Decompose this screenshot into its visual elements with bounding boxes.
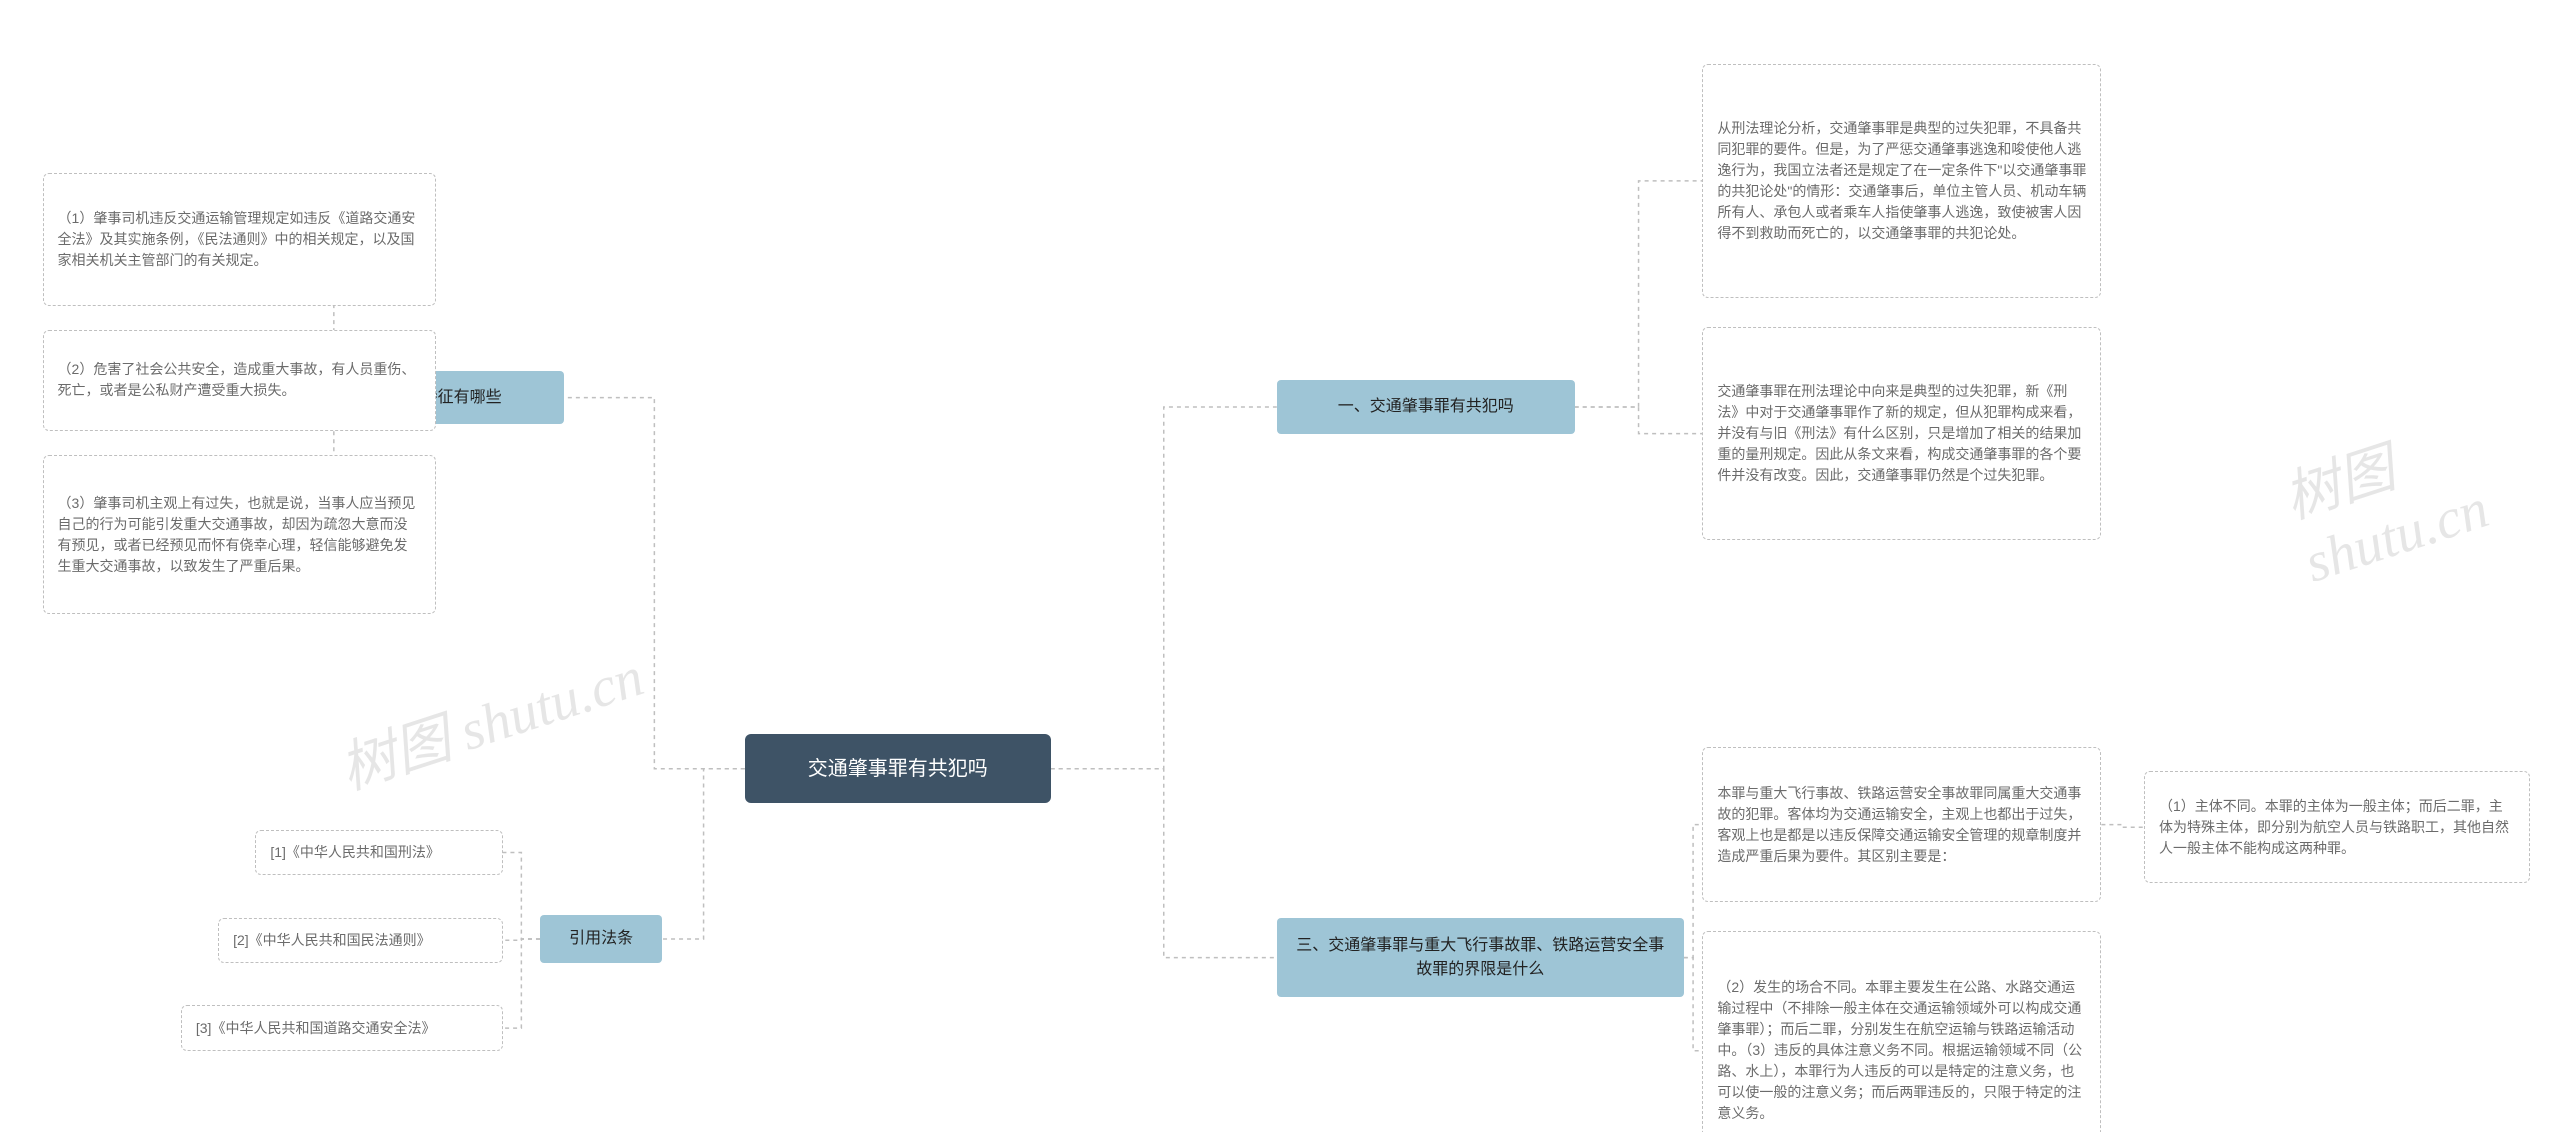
- leaf-4b[interactable]: [2]《中华人民共和国民法通则》: [218, 918, 503, 963]
- branch-3[interactable]: 三、交通肇事罪与重大飞行事故罪、铁路运营安全事故罪的界限是什么: [1277, 918, 1684, 998]
- watermark-1: 树图 shutu.cn: [328, 632, 652, 806]
- leaf-2a[interactable]: （1）肇事司机违反交通运输管理规定如违反《道路交通安全法》及其实施条例，《民法通…: [43, 173, 437, 306]
- leaf-3b[interactable]: （2）发生的场合不同。本罪主要发生在公路、水路交通运输过程中（不排除一般主体在交…: [1702, 931, 2101, 1132]
- leaf-1a[interactable]: 从刑法理论分析，交通肇事罪是典型的过失犯罪，不具备共同犯罪的要件。但是，为了严惩…: [1702, 64, 2101, 298]
- branch-1[interactable]: 一、交通肇事罪有共犯吗: [1277, 380, 1575, 433]
- leaf-3a-sub[interactable]: （1）主体不同。本罪的主体为一般主体；而后二罪，主体为特殊主体，即分别为航空人员…: [2144, 771, 2530, 883]
- branch-4[interactable]: 引用法条: [540, 915, 662, 963]
- leaf-3a[interactable]: 本罪与重大飞行事故、铁路运营安全事故罪同属重大交通事故的犯罪。客体均为交通运输安…: [1702, 747, 2101, 901]
- leaf-1b[interactable]: 交通肇事罪在刑法理论中向来是典型的过失犯罪，新《刑法》中对于交通肇事罪作了新的规…: [1702, 327, 2101, 540]
- leaf-4c[interactable]: [3]《中华人民共和国道路交通安全法》: [181, 1005, 503, 1050]
- leaf-4a[interactable]: [1]《中华人民共和国刑法》: [255, 830, 502, 875]
- root-node[interactable]: 交通肇事罪有共犯吗: [745, 734, 1051, 803]
- watermark-2: 树图 shutu.cn: [2272, 374, 2560, 596]
- leaf-2b[interactable]: （2）危害了社会公共安全，造成重大事故，有人员重伤、死亡，或者是公私财产遭受重大…: [43, 330, 437, 431]
- leaf-2c[interactable]: （3）肇事司机主观上有过失，也就是说，当事人应当预见自己的行为可能引发重大交通事…: [43, 455, 437, 615]
